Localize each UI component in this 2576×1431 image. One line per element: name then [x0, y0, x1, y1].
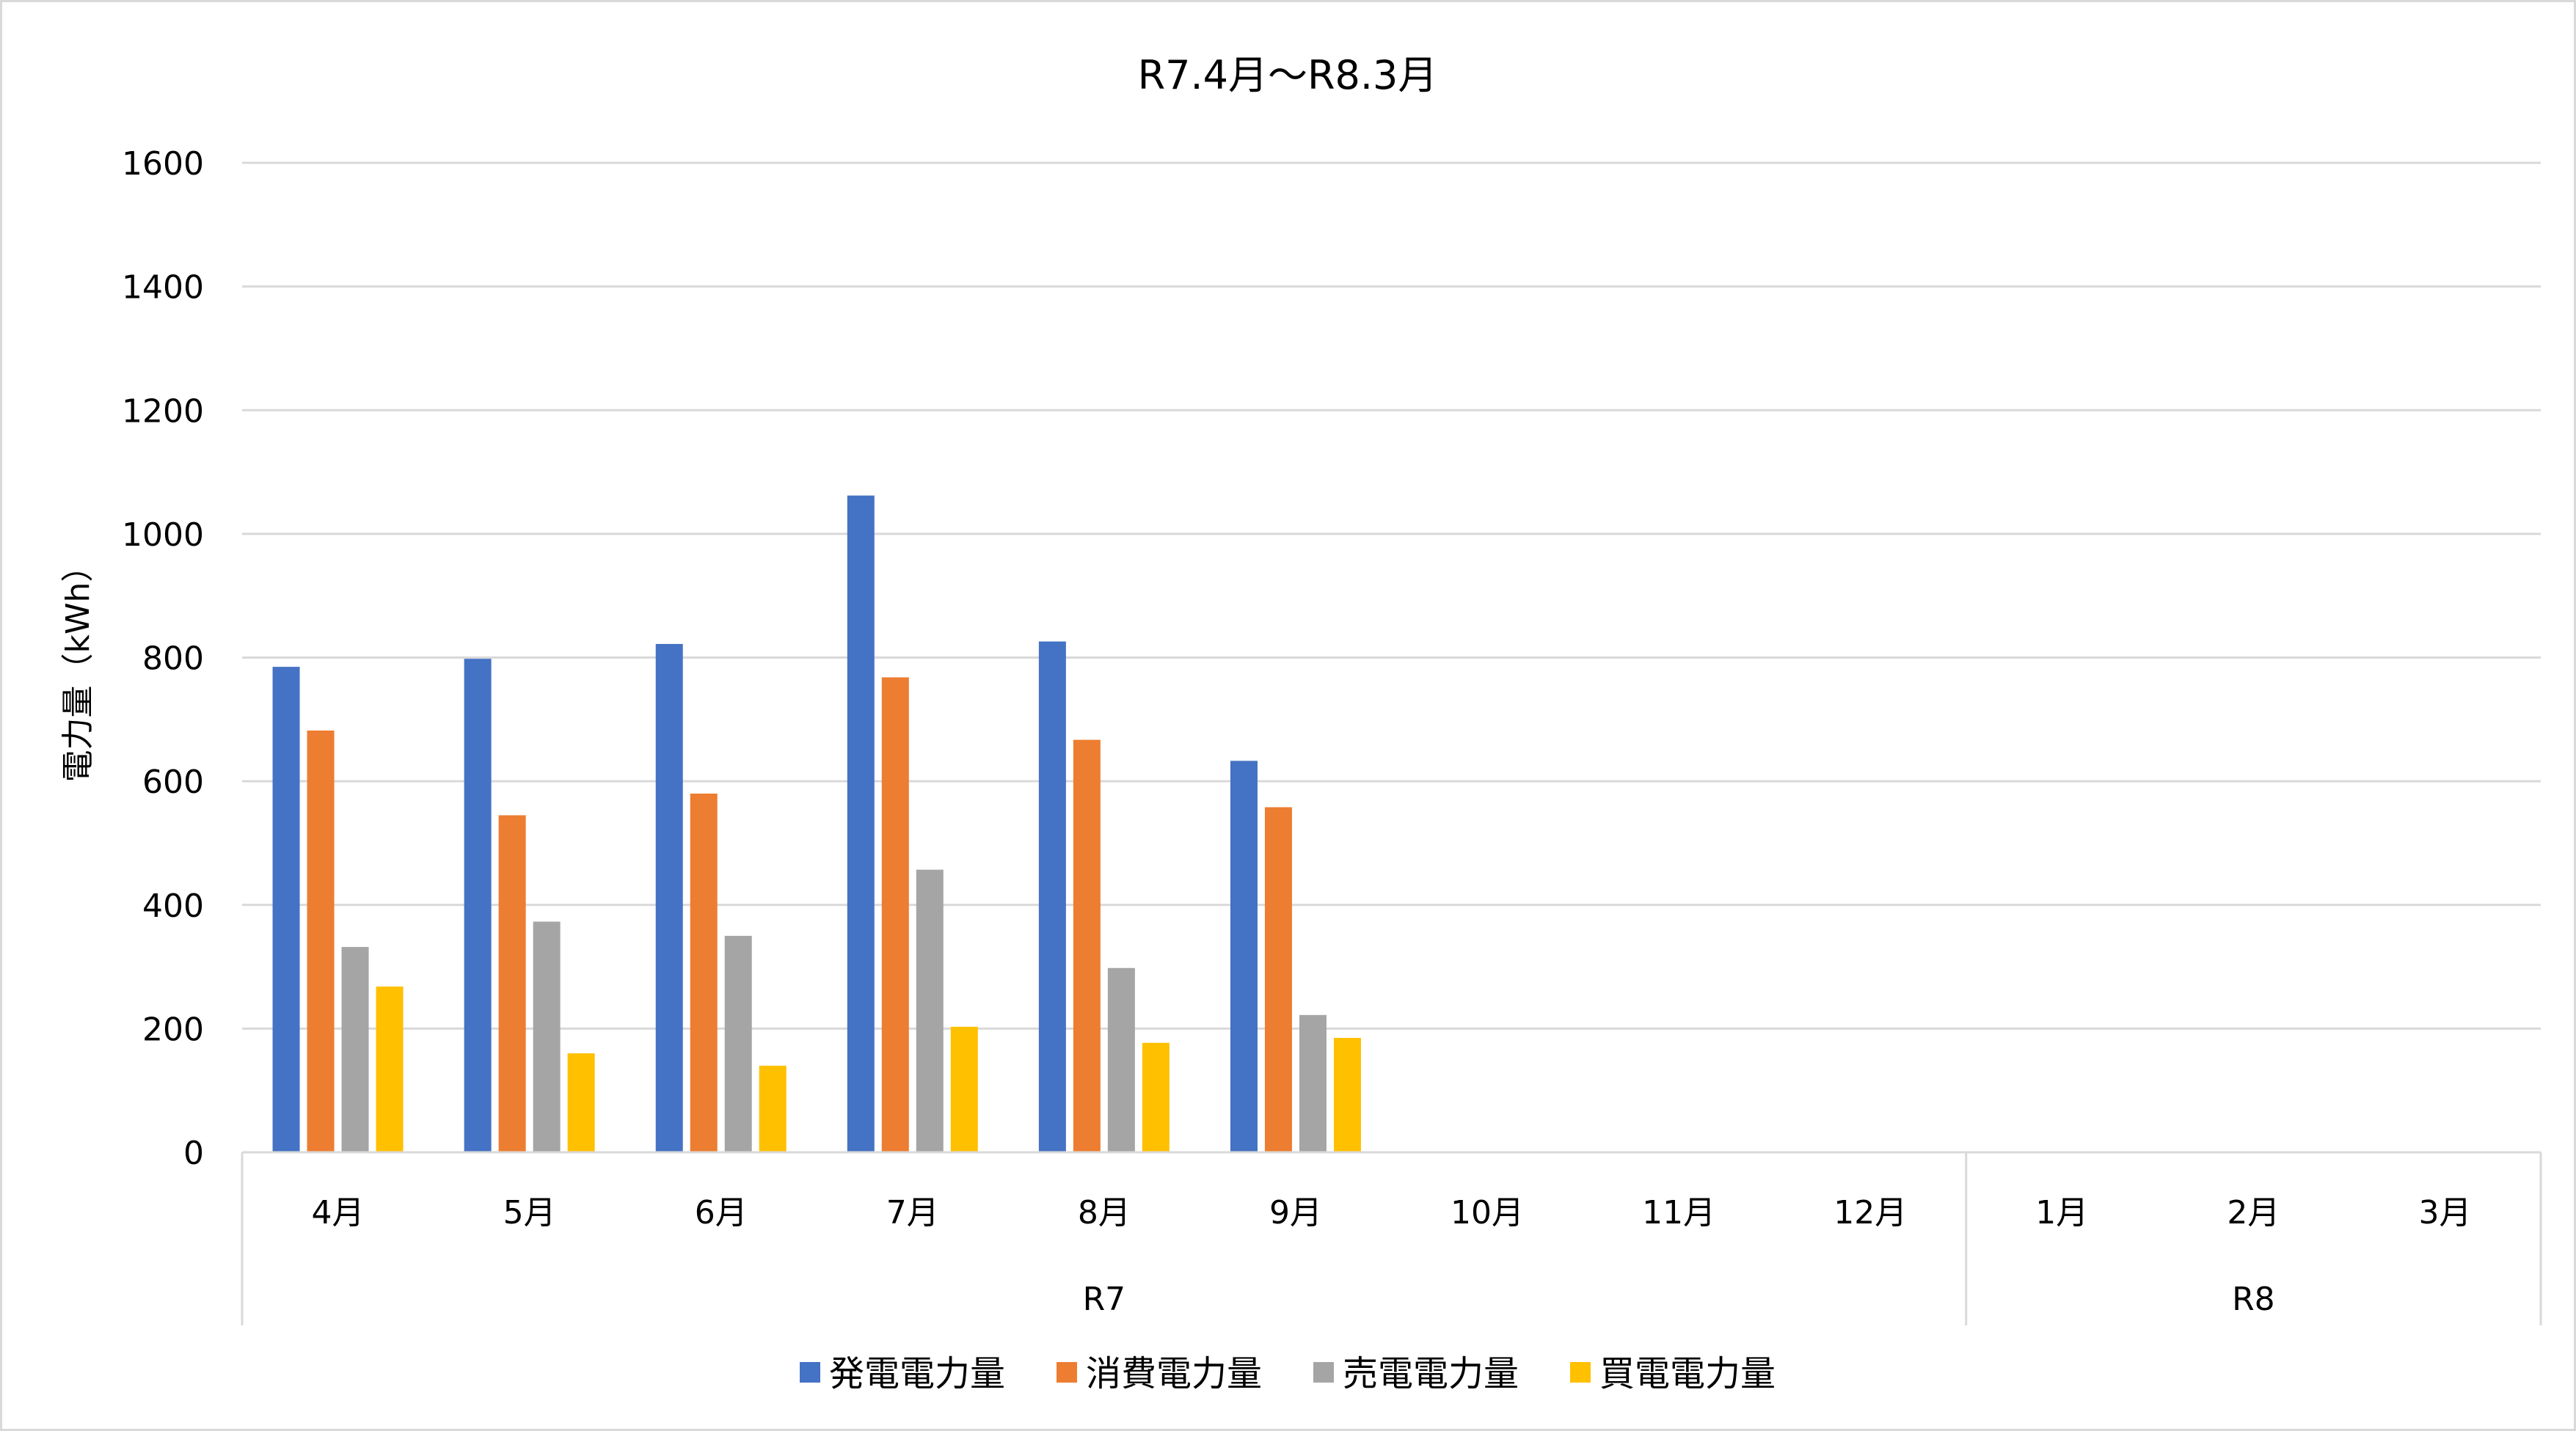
x-axis: [241, 1151, 2542, 1325]
bar: [759, 1065, 787, 1152]
group-label: R8: [2232, 1281, 2275, 1318]
y-tick-label: 0: [183, 1135, 204, 1172]
bar: [533, 921, 561, 1152]
bar: [1299, 1014, 1327, 1152]
x-tick-label: 4月: [312, 1194, 365, 1231]
y-tick-label: 1400: [122, 269, 204, 307]
bar: [916, 869, 944, 1152]
group-label: R7: [1083, 1281, 1126, 1318]
y-tick-label: 800: [142, 640, 204, 678]
x-axis-ticks: 4月 5月 6月 7月 8月 9月 10月 11月 12月 1月 2月 3月: [312, 1194, 2472, 1231]
x-tick-label: 2月: [2227, 1194, 2280, 1231]
x-tick-label: 1月: [2035, 1194, 2088, 1231]
y-tick-label: 1000: [122, 516, 204, 554]
x-tick-label: 7月: [886, 1194, 939, 1231]
chart-title: R7.4月～R8.3月: [1138, 52, 1438, 98]
y-axis-ticks: 0 200 400 600 800 1000 1200 1400 1600: [122, 145, 204, 1172]
x-tick-label: 5月: [503, 1194, 556, 1231]
bar: [690, 793, 718, 1152]
legend-swatch: [800, 1362, 820, 1383]
x-tick-label: 6月: [695, 1194, 748, 1231]
legend-swatch: [1057, 1362, 1077, 1383]
y-tick-label: 600: [142, 764, 204, 801]
bar: [341, 947, 369, 1152]
bar: [567, 1053, 595, 1152]
legend-label: 売電電力量: [1343, 1353, 1519, 1394]
y-axis-title: 電力量（kWh）: [59, 550, 97, 783]
bar: [307, 730, 335, 1152]
legend-item: 買電電力量: [1570, 1353, 1776, 1394]
bar: [847, 495, 875, 1152]
x-tick-label: 11月: [1642, 1194, 1715, 1231]
bars: [272, 495, 1361, 1152]
x-tick-label: 8月: [1078, 1194, 1131, 1231]
x-tick-label: 9月: [1269, 1194, 1322, 1231]
bar: [1107, 967, 1135, 1152]
x-axis-groups: R7 R8: [1083, 1152, 2275, 1325]
legend-label: 買電電力量: [1599, 1353, 1776, 1394]
y-tick-label: 1600: [122, 145, 204, 183]
gridlines: [242, 161, 2541, 1030]
legend-item: 売電電力量: [1313, 1353, 1519, 1394]
y-tick-label: 400: [142, 887, 204, 925]
x-tick-label: 12月: [1834, 1194, 1907, 1231]
bar: [1142, 1042, 1170, 1152]
bar: [1073, 739, 1101, 1152]
bar: [498, 815, 526, 1152]
bar: [881, 677, 909, 1152]
x-tick-label: 10月: [1451, 1194, 1524, 1231]
y-tick-label: 1200: [122, 392, 204, 430]
legend-label: 消費電力量: [1086, 1353, 1262, 1394]
bar: [950, 1026, 978, 1152]
bar: [724, 935, 752, 1152]
legend-item: 発電電力量: [800, 1353, 1005, 1394]
bar: [1333, 1038, 1361, 1152]
bar: [655, 643, 683, 1152]
x-tick-label: 3月: [2418, 1194, 2471, 1231]
y-tick-label: 200: [142, 1011, 204, 1048]
legend-swatch: [1570, 1362, 1591, 1383]
legend-swatch: [1313, 1362, 1334, 1383]
bar: [1230, 761, 1258, 1152]
bar: [1264, 807, 1292, 1152]
bar: [272, 667, 300, 1152]
legend-label: 発電電力量: [829, 1353, 1005, 1394]
legend: 発電電力量 消費電力量 売電電力量 買電電力量: [800, 1353, 1776, 1394]
bar: [464, 659, 492, 1152]
legend-item: 消費電力量: [1057, 1353, 1262, 1394]
bar: [1038, 641, 1066, 1152]
bar: [376, 987, 404, 1152]
